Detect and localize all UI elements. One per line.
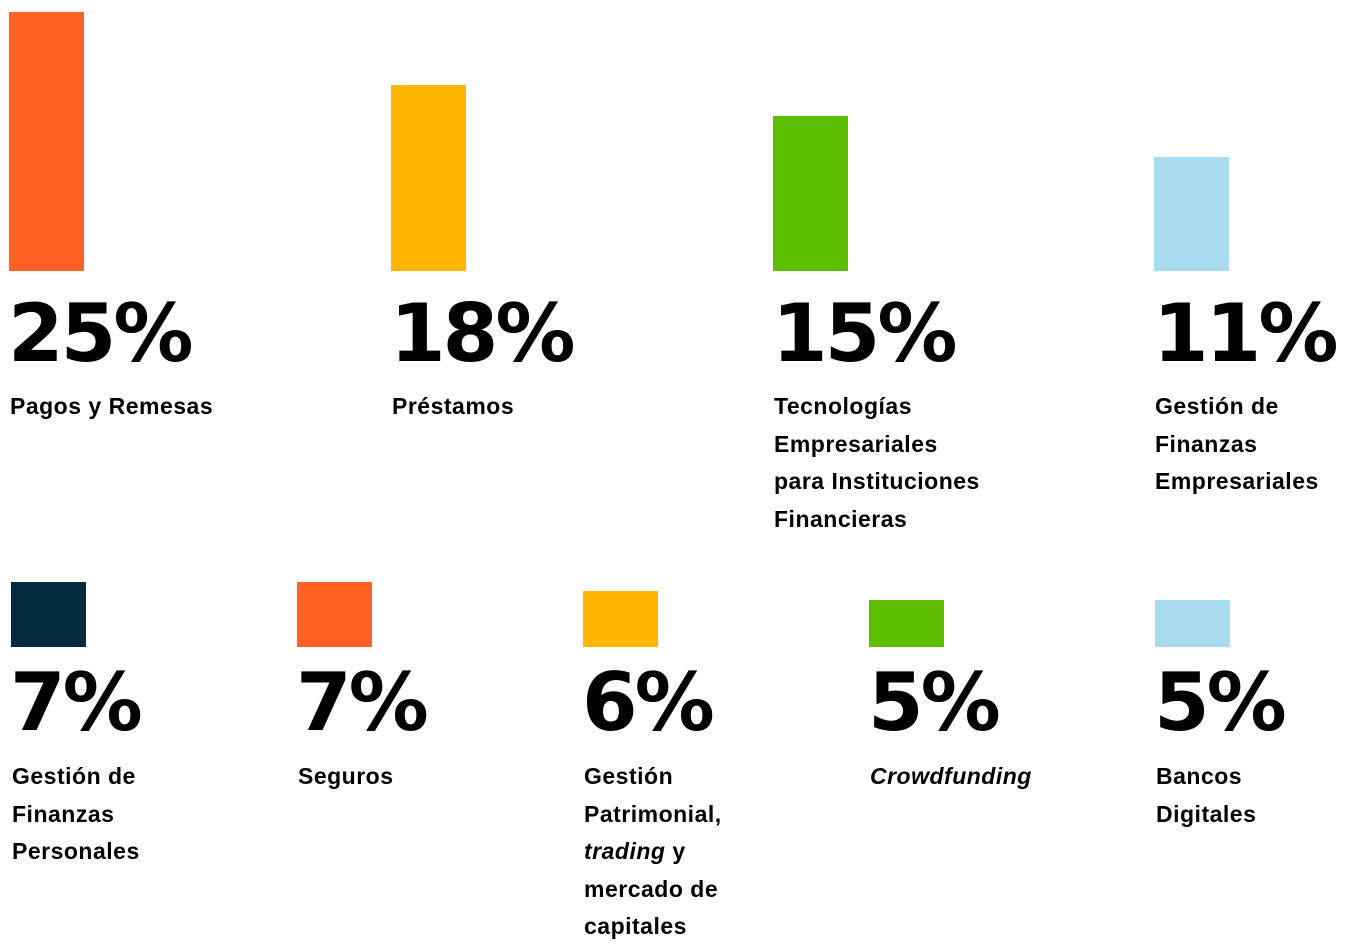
value-label-pagos-y-remesas: 25% <box>8 287 193 380</box>
value-label-prestamos: 18% <box>390 287 575 380</box>
bar-gestion-patrimonial-trading-y-mercado-de-capitales <box>583 591 658 647</box>
category-label-gestion-de-finanzas-personales: Gestión de Finanzas Personales <box>12 758 140 871</box>
category-label-line: Empresariales <box>1155 468 1319 494</box>
value-label-seguros: 7% <box>296 656 429 749</box>
italic-term: trading <box>584 838 666 864</box>
category-label-line: Gestión <box>584 763 674 789</box>
category-label-line: Digitales <box>1156 800 1257 827</box>
bar-seguros <box>297 582 372 647</box>
category-label-gestion-patrimonial-trading-y-mercado-de-capitales: Gestión Patrimonial, trading y mercado de ca… <box>584 758 722 946</box>
category-label-line: Crowdfunding <box>870 758 1032 796</box>
category-label-gestion-de-finanzas-empresariales: Gestión de Finanzas Empresariales <box>1155 388 1319 501</box>
category-label-line: para Instituciones <box>774 468 980 494</box>
category-label-bancos-digitales: Bancos Digitales <box>1156 758 1256 833</box>
category-label-crowdfunding: Crowdfunding <box>870 758 1032 796</box>
category-label-line: Personales <box>12 838 140 864</box>
category-label-line: Bancos <box>1156 763 1243 789</box>
value-label-crowdfunding: 5% <box>868 656 1001 749</box>
value-label-tecnologias-empresariales-para-instituciones-financieras: 15% <box>772 287 957 380</box>
value-label-gestion-de-finanzas-empresariales: 11% <box>1153 287 1338 380</box>
category-label-line: Patrimonial, <box>584 800 722 827</box>
category-label-tecnologias-empresariales-para-instituciones-financieras: Tecnologías Empresariales para Institucion… <box>774 388 980 538</box>
category-label-line: capitales <box>584 913 687 939</box>
category-label-prestamos: Préstamos <box>392 388 514 426</box>
category-label-line: Préstamos <box>392 393 515 419</box>
category-label-seguros: Seguros <box>298 758 394 796</box>
value-label-gestion-de-finanzas-personales: 7% <box>10 656 143 749</box>
category-label-line: Seguros <box>298 763 394 789</box>
category-label-line: trading y <box>584 838 686 864</box>
value-label-gestion-patrimonial-trading-y-mercado-de-capitales: 6% <box>582 656 715 749</box>
bar-bancos-digitales <box>1155 600 1230 647</box>
category-label-line: Financieras <box>774 505 908 532</box>
bar-gestion-de-finanzas-empresariales <box>1154 157 1229 271</box>
value-label-bancos-digitales: 5% <box>1154 656 1287 749</box>
category-label-line: Gestión de <box>12 763 136 789</box>
bar-pagos-y-remesas <box>9 12 84 271</box>
bar-tecnologias-empresariales-para-instituciones-financieras <box>773 116 848 271</box>
category-label-line: Pagos y Remesas <box>10 393 214 419</box>
category-label-line: Finanzas <box>12 800 115 827</box>
bar-crowdfunding <box>869 600 944 647</box>
category-label-line: Gestión de <box>1155 393 1279 419</box>
category-label-line: Tecnologías <box>774 393 912 419</box>
category-label-line: Finanzas <box>1155 430 1258 457</box>
italic-term: Crowdfunding <box>870 763 1032 789</box>
bar-prestamos <box>391 85 466 271</box>
category-label-pagos-y-remesas: Pagos y Remesas <box>10 388 213 426</box>
bar-gestion-de-finanzas-personales <box>11 582 86 647</box>
category-label-line: Empresariales <box>774 430 938 457</box>
category-label-line: mercado de <box>584 875 719 902</box>
